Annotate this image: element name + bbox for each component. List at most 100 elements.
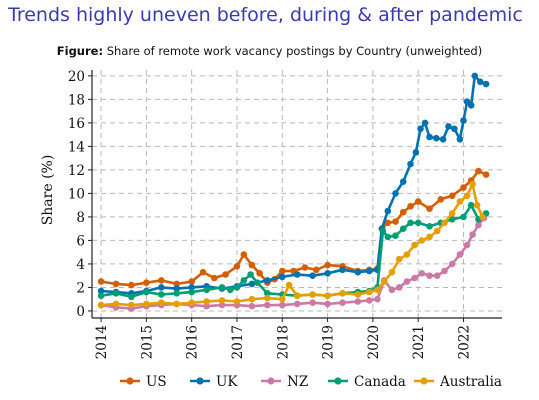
data-point-uk (264, 277, 271, 284)
data-point-canada (426, 223, 433, 230)
data-point-uk (421, 119, 429, 127)
data-point-uk (309, 272, 316, 280)
data-point-australia (309, 291, 316, 298)
series-line-canada (100, 203, 487, 299)
data-point-uk (467, 102, 475, 109)
data-point-australia (411, 241, 418, 249)
data-point-us (392, 218, 399, 225)
data-point-uk (439, 136, 447, 143)
legend-swatch-marker (334, 377, 342, 385)
legend-item-nz: NZ (261, 374, 308, 390)
chart-series (97, 72, 490, 312)
data-point-nz (248, 302, 256, 310)
data-point-australia (479, 213, 486, 221)
data-point-us (188, 278, 195, 285)
data-point-canada (158, 291, 165, 298)
data-point-nz (418, 270, 426, 277)
data-point-uk (417, 125, 424, 133)
data-point-us (173, 280, 180, 288)
data-point-australia (473, 201, 481, 209)
data-point-australia (339, 290, 346, 297)
data-point-us (240, 251, 248, 258)
data-point-uk (392, 190, 399, 197)
data-point-australia (158, 299, 165, 307)
data-point-uk (445, 123, 452, 130)
data-point-australia (218, 297, 226, 304)
data-point-uk (482, 80, 490, 88)
data-point-nz (403, 278, 411, 285)
data-point-nz (411, 274, 418, 282)
data-point-australia (324, 292, 331, 300)
data-point-canada (203, 286, 210, 294)
data-point-nz (374, 295, 381, 303)
data-point-uk (433, 134, 440, 142)
data-point-us (97, 278, 105, 285)
data-point-australia (433, 227, 441, 235)
data-point-canada (97, 292, 105, 300)
data-point-us (475, 167, 482, 175)
data-point-uk (158, 284, 165, 291)
data-point-canada (407, 219, 414, 227)
data-point-us (482, 171, 490, 178)
data-point-us (211, 274, 218, 282)
y-tick-label: 6 (76, 233, 85, 249)
data-point-nz (339, 299, 346, 307)
y-axis-title: Share (%) (40, 155, 56, 226)
data-point-uk (399, 178, 407, 185)
x-tick-label: 2017 (230, 325, 246, 359)
data-point-canada (448, 216, 456, 223)
data-point-nz (309, 299, 316, 307)
legend-label: Australia (439, 374, 502, 390)
y-tick-label: 12 (68, 163, 85, 179)
legend-label: Canada (354, 374, 406, 390)
legend-swatch-marker (126, 377, 134, 385)
data-point-australia (112, 300, 120, 308)
data-point-us (313, 266, 320, 274)
legend-item-australia: Australia (414, 374, 502, 390)
data-point-uk (451, 125, 458, 133)
data-point-australia (403, 251, 411, 258)
data-point-us (460, 184, 467, 191)
data-point-nz (475, 221, 482, 229)
data-point-nz (203, 302, 210, 310)
legend-swatch-marker (267, 377, 275, 385)
data-point-us (158, 277, 165, 284)
data-point-canada (264, 290, 271, 297)
data-point-canada (467, 201, 475, 209)
data-point-canada (112, 290, 120, 297)
data-point-australia (173, 300, 180, 308)
data-point-australia (128, 301, 135, 309)
y-tick-label: 16 (68, 116, 85, 132)
x-tick-label: 2022 (456, 325, 472, 359)
data-point-australia (233, 298, 241, 305)
legend-item-us: US (120, 374, 167, 390)
y-tick-label: 8 (76, 210, 85, 226)
data-point-nz (426, 272, 433, 280)
data-point-us (399, 208, 407, 216)
data-point-uk (293, 271, 301, 278)
x-tick-label: 2021 (411, 325, 427, 359)
data-point-canada (399, 225, 407, 232)
data-point-uk (460, 117, 467, 124)
data-point-canada (379, 227, 387, 235)
legend-label: US (146, 374, 167, 390)
data-point-australia (188, 299, 195, 307)
legend-swatch-marker (420, 377, 428, 385)
data-point-nz (218, 301, 226, 309)
x-tick-label: 2015 (139, 325, 155, 359)
figure-caption: Figure: Share of remote work vacancy pos… (0, 44, 539, 58)
data-point-nz (469, 231, 476, 238)
data-point-uk (97, 287, 105, 295)
data-point-australia (264, 294, 271, 302)
y-tick-label: 2 (76, 280, 85, 296)
data-point-us (407, 203, 414, 210)
data-point-nz (366, 297, 373, 304)
data-point-us (384, 219, 392, 227)
data-point-australia (143, 300, 150, 308)
y-tick-label: 20 (68, 69, 85, 85)
data-point-uk (477, 78, 484, 86)
legend-item-uk: UK (190, 374, 238, 390)
data-point-canada (233, 284, 241, 291)
data-point-canada (188, 288, 195, 296)
data-point-canada (414, 219, 422, 227)
